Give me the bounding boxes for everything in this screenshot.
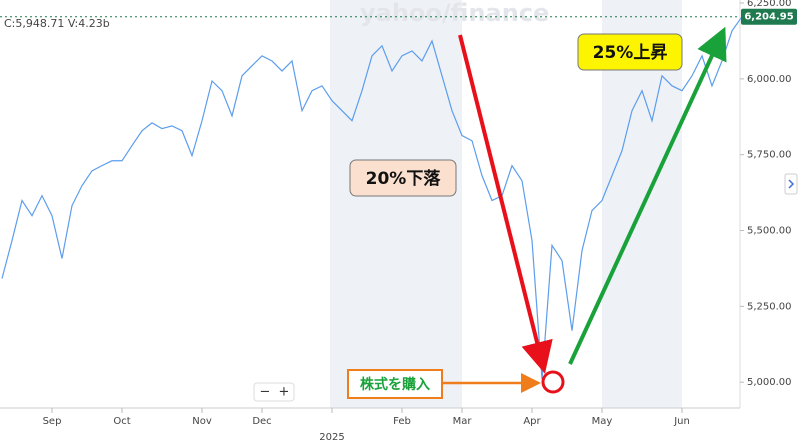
y-tick-label: 5,000.00	[747, 377, 792, 388]
last-price-label: 6,204.95	[744, 12, 793, 23]
drop-label: 20%下落	[366, 169, 442, 189]
y-tick-label: 5,500.00	[747, 226, 792, 237]
x-tick-label: May	[592, 416, 613, 427]
shade	[330, 0, 462, 408]
x-tick-label: Sep	[43, 416, 62, 427]
price-line	[1, 16, 743, 380]
zoom-out[interactable]: −	[260, 385, 271, 400]
x-tick-label: Apr	[523, 416, 541, 427]
zoom-box	[253, 382, 295, 402]
x-tick-label: Mar	[453, 416, 473, 427]
x-tick-label: 2025	[319, 432, 344, 443]
y-tick-label: 5,250.00	[747, 301, 792, 312]
buy-box	[347, 369, 443, 399]
x-tick-label: Dec	[252, 416, 271, 427]
x-tick-label: Nov	[192, 416, 212, 427]
y-tick-label: 6,000.00	[747, 74, 792, 85]
scroll-button[interactable]	[784, 173, 798, 195]
scroll-icon	[788, 179, 795, 189]
buy-circle	[541, 370, 565, 394]
watermark: yahoo/finance	[360, 0, 549, 27]
buy-label: 株式を購入	[360, 376, 430, 393]
y-tick-label: 6,250.00	[747, 0, 792, 9]
x-tick-label: Jun	[673, 416, 690, 427]
last-price-tag	[741, 8, 797, 25]
x-tick-label: Oct	[113, 416, 130, 427]
plot	[1, 16, 743, 380]
info: C:5,948.71 V:4.23b	[4, 17, 110, 30]
drop-arrow	[458, 34, 553, 374]
rise-label: 25%上昇	[593, 43, 668, 63]
rise-arrow	[568, 26, 727, 365]
x-tick-label: Feb	[393, 416, 411, 427]
y-tick-label: 5,750.00	[747, 150, 792, 161]
rise-box	[577, 33, 683, 71]
drop-box	[349, 159, 457, 197]
zoom-in[interactable]: +	[279, 385, 290, 400]
